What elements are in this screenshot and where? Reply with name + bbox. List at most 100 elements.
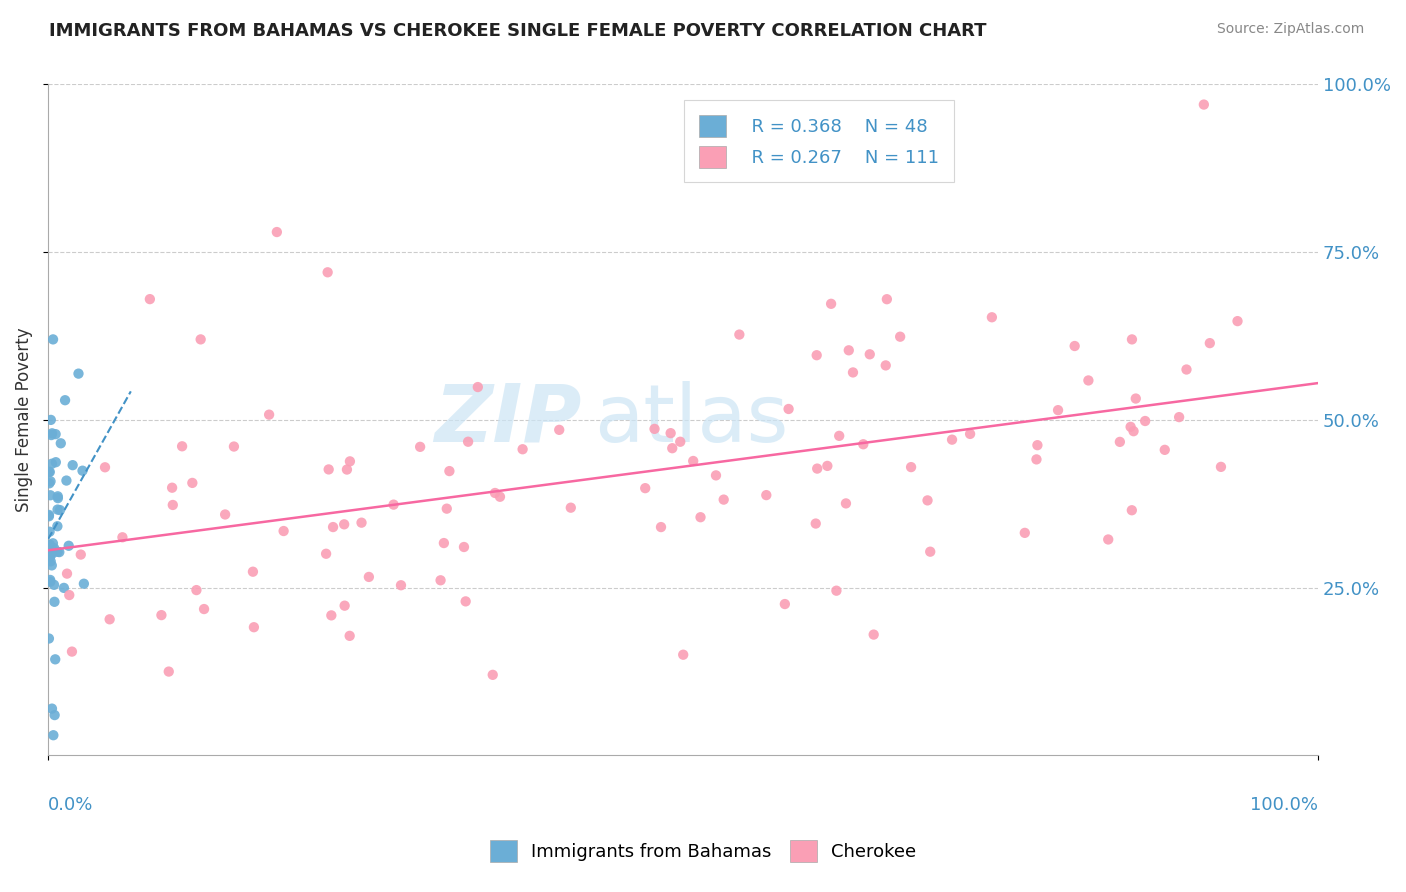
Point — [1209, 459, 1232, 474]
Point — [548, 423, 571, 437]
Point — [804, 516, 827, 531]
Point — [704, 468, 727, 483]
Text: 0.0%: 0.0% — [48, 796, 94, 814]
Point — [273, 524, 295, 538]
Point — [139, 292, 162, 306]
Point — [1025, 452, 1047, 467]
Point — [60, 644, 83, 658]
Point — [889, 329, 911, 343]
Point — [42, 728, 65, 742]
Point — [1175, 362, 1198, 376]
Point — [38, 632, 60, 646]
Point — [55, 474, 77, 488]
Point — [38, 465, 60, 479]
Point — [242, 565, 264, 579]
Point — [73, 576, 96, 591]
Point — [150, 608, 173, 623]
Point — [467, 380, 489, 394]
Point — [806, 461, 828, 475]
Point — [339, 629, 361, 643]
Point — [350, 516, 373, 530]
Point — [806, 348, 828, 362]
Point — [45, 455, 67, 469]
Point — [333, 599, 356, 613]
Point — [1026, 438, 1049, 452]
Point — [222, 440, 245, 454]
Point — [318, 462, 340, 476]
Point — [815, 458, 838, 473]
Point — [42, 536, 65, 550]
Point — [689, 510, 711, 524]
Point — [214, 508, 236, 522]
Point — [1226, 314, 1249, 328]
Point — [778, 402, 800, 417]
Text: ZIP: ZIP — [434, 381, 582, 458]
Point — [172, 439, 194, 453]
Point — [38, 547, 60, 561]
Point — [842, 366, 865, 380]
Point — [111, 530, 134, 544]
Point — [69, 548, 91, 562]
Point — [46, 502, 69, 516]
Point — [484, 486, 506, 500]
Point — [650, 520, 672, 534]
Point — [52, 581, 75, 595]
Point — [433, 536, 456, 550]
Point — [38, 465, 60, 479]
Point — [162, 498, 184, 512]
Point — [58, 588, 80, 602]
Point — [46, 519, 69, 533]
Point — [825, 583, 848, 598]
Text: 100.0%: 100.0% — [1250, 796, 1319, 814]
Point — [38, 509, 60, 524]
Point — [682, 454, 704, 468]
Point — [62, 458, 84, 472]
Legend:   R = 0.368    N = 48,   R = 0.267    N = 111: R = 0.368 N = 48, R = 0.267 N = 111 — [685, 100, 953, 182]
Point — [41, 701, 63, 715]
Point — [67, 367, 90, 381]
Point — [941, 433, 963, 447]
Point — [38, 508, 60, 522]
Point — [659, 426, 682, 441]
Point — [669, 434, 692, 449]
Point — [773, 597, 796, 611]
Text: Source: ZipAtlas.com: Source: ZipAtlas.com — [1216, 22, 1364, 37]
Point — [1097, 533, 1119, 547]
Point — [1125, 392, 1147, 406]
Text: IMMIGRANTS FROM BAHAMAS VS CHEROKEE SINGLE FEMALE POVERTY CORRELATION CHART: IMMIGRANTS FROM BAHAMAS VS CHEROKEE SING… — [49, 22, 987, 40]
Point — [1168, 410, 1191, 425]
Point — [321, 608, 343, 623]
Point — [429, 574, 451, 588]
Point — [1192, 97, 1215, 112]
Point — [48, 545, 70, 559]
Point — [920, 544, 942, 558]
Point — [39, 554, 62, 568]
Point — [157, 665, 180, 679]
Point — [41, 547, 63, 561]
Point — [315, 547, 337, 561]
Point — [838, 343, 860, 358]
Point — [72, 464, 94, 478]
Point — [389, 578, 412, 592]
Point — [336, 462, 359, 476]
Point — [160, 481, 183, 495]
Point — [1121, 332, 1143, 346]
Point — [45, 427, 67, 442]
Point — [94, 460, 117, 475]
Point — [1108, 434, 1130, 449]
Point — [49, 503, 72, 517]
Point — [1077, 374, 1099, 388]
Point — [1119, 420, 1142, 434]
Point — [257, 408, 280, 422]
Point — [41, 558, 63, 573]
Legend: Immigrants from Bahamas, Cherokee: Immigrants from Bahamas, Cherokee — [482, 833, 924, 870]
Point — [852, 437, 875, 451]
Point — [41, 457, 63, 471]
Point — [728, 327, 751, 342]
Point — [39, 574, 62, 589]
Point — [38, 476, 60, 491]
Point — [357, 570, 380, 584]
Point — [634, 481, 657, 495]
Point — [53, 393, 76, 408]
Point — [316, 265, 339, 279]
